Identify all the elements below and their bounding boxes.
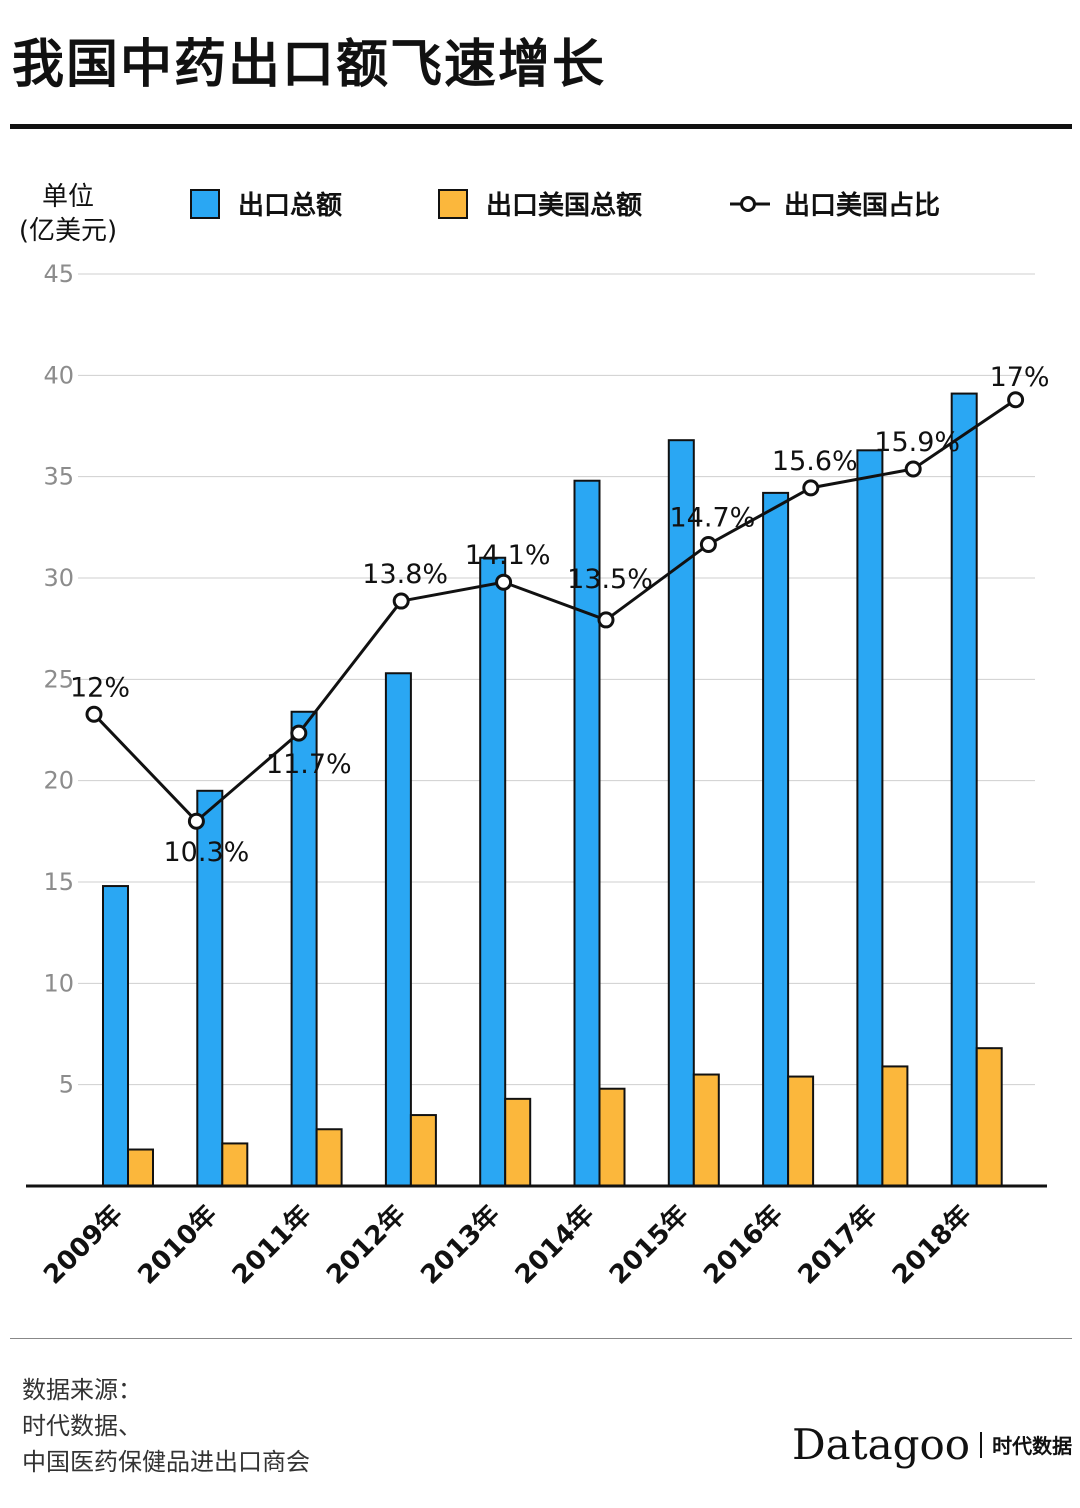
legend: 出口总额 出口美国总额 出口美国占比 <box>0 185 1080 225</box>
bar-total <box>762 491 790 1187</box>
bar-us <box>598 1087 626 1187</box>
bar-total <box>856 449 884 1187</box>
bar-us <box>221 1142 249 1187</box>
bar-total <box>667 439 695 1188</box>
share-point <box>187 812 205 830</box>
share-data-label: 10.3% <box>164 837 250 868</box>
legend-swatch-total <box>190 188 220 219</box>
bar-us <box>409 1114 437 1187</box>
y-tick-label: 25 <box>43 665 74 693</box>
y-tick-label: 20 <box>43 767 74 795</box>
x-tick-label: 2018年 <box>886 1199 977 1290</box>
share-data-label: 13.8% <box>362 559 448 590</box>
legend-label-share: 出口美国占比 <box>784 191 941 221</box>
unit-label-line1: 单位 <box>41 182 94 212</box>
share-data-label: 11.7% <box>266 749 352 780</box>
share-point <box>699 535 717 553</box>
brand-logo: Datagoo 时代数据 <box>792 1420 1072 1469</box>
share-point <box>802 479 820 497</box>
share-point <box>290 724 308 742</box>
bar-us <box>315 1128 343 1187</box>
bar-total <box>102 885 129 1187</box>
y-tick-label: 45 <box>43 260 74 288</box>
share-data-label: 14.7% <box>670 502 756 533</box>
bar-us <box>881 1065 909 1187</box>
y-tick-label: 30 <box>43 564 74 592</box>
bar-us <box>975 1047 1003 1187</box>
source-note: 数据来源： 时代数据、 中国医药保健品进出口商会 <box>22 1372 310 1480</box>
chart-title: 我国中药出口额飞速增长 <box>12 35 607 95</box>
source-line1: 数据来源： <box>22 1376 142 1404</box>
x-tick-label: 2017年 <box>792 1199 883 1290</box>
bar-us <box>504 1097 532 1188</box>
bar-total <box>573 479 601 1188</box>
bar-total <box>290 710 318 1187</box>
legend-swatch-us <box>438 188 468 219</box>
x-tick-label: 2014年 <box>509 1199 600 1290</box>
title-divider <box>10 124 1072 129</box>
bar-us <box>692 1073 720 1187</box>
y-tick-label: 10 <box>43 969 74 997</box>
y-tick-label: 5 <box>59 1071 74 1099</box>
bar-total <box>384 672 412 1187</box>
legend-item-total: 出口总额 <box>190 185 342 222</box>
x-tick-label: 2010年 <box>132 1199 223 1290</box>
share-data-label: 15.6% <box>772 446 858 477</box>
brand-separator <box>980 1431 983 1458</box>
bar-total <box>950 392 978 1188</box>
unit-label: 单位 (亿美元) <box>8 180 128 248</box>
share-point <box>495 573 513 591</box>
brand-cn: 时代数据 <box>992 1434 1073 1458</box>
legend-item-us: 出口美国总额 <box>438 185 642 222</box>
share-data-label: 13.5% <box>567 564 653 595</box>
x-tick-label: 2015年 <box>603 1199 694 1290</box>
x-tick-label: 2009年 <box>37 1199 128 1290</box>
source-line2: 时代数据、 <box>22 1412 142 1440</box>
legend-label-total: 出口总额 <box>238 191 343 221</box>
x-tick-label: 2011年 <box>226 1199 317 1290</box>
x-tick-label: 2013年 <box>415 1199 506 1290</box>
share-point <box>597 611 615 629</box>
source-line3: 中国医药保健品进出口商会 <box>22 1448 310 1476</box>
bar-total <box>196 789 224 1187</box>
footer-divider <box>10 1338 1072 1339</box>
bar-us <box>787 1075 815 1188</box>
bar-total <box>479 556 507 1187</box>
legend-line-key-icon <box>730 195 770 212</box>
share-data-label: 17% <box>990 362 1050 393</box>
share-data-label: 14.1% <box>465 540 551 571</box>
share-point <box>904 460 922 478</box>
share-point <box>392 592 410 610</box>
share-data-label: 15.9% <box>874 427 960 458</box>
share-point <box>1007 391 1025 409</box>
legend-item-share: 出口美国占比 <box>730 185 940 222</box>
bar-us <box>127 1148 154 1188</box>
y-tick-label: 40 <box>43 361 74 389</box>
x-tick-label: 2012年 <box>320 1199 411 1290</box>
legend-label-us: 出口美国总额 <box>486 191 643 221</box>
y-tick-label: 15 <box>43 868 74 896</box>
y-tick-label: 35 <box>43 463 74 491</box>
share-data-label: 12% <box>70 672 130 703</box>
share-line <box>92 398 1017 824</box>
share-point <box>85 705 103 723</box>
x-tick-label: 2016年 <box>698 1199 789 1290</box>
unit-label-line2: (亿美元) <box>18 216 118 246</box>
brand-name: Datagoo <box>792 1420 971 1469</box>
